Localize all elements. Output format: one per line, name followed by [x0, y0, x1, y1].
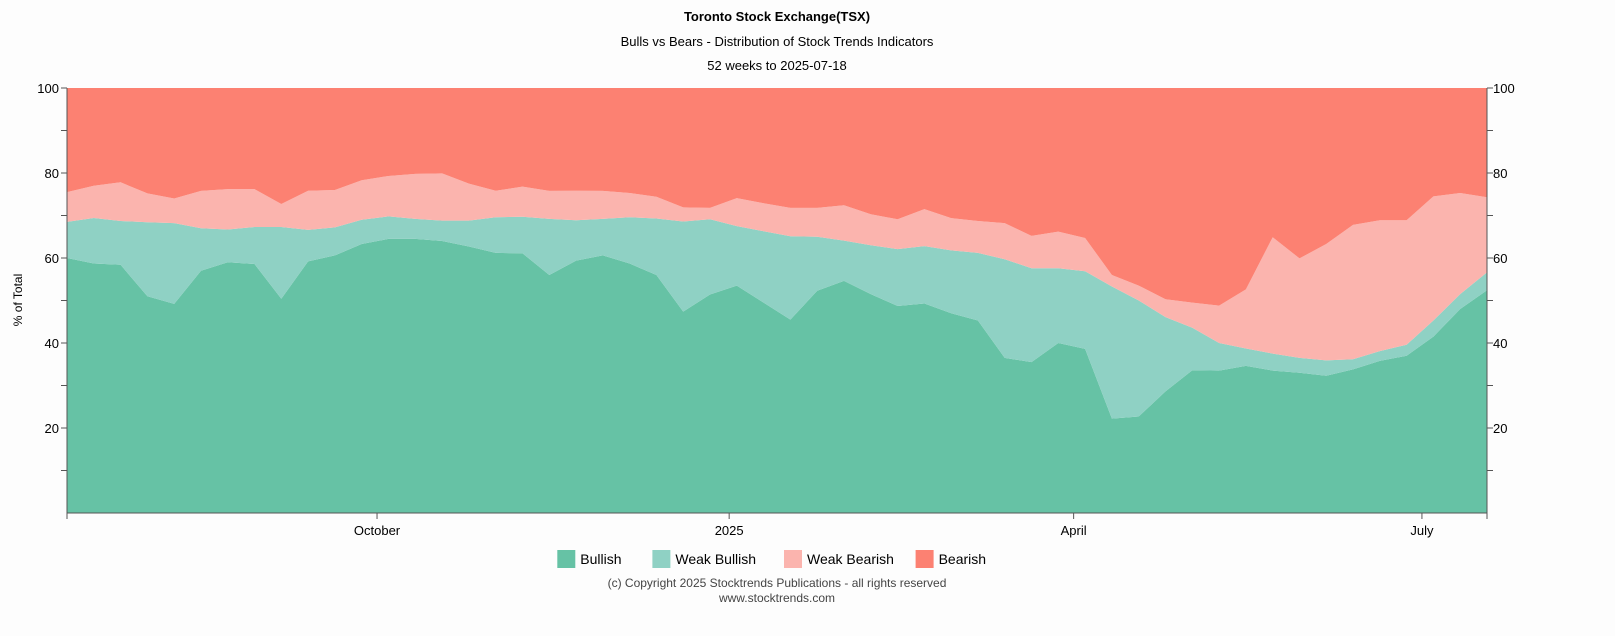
chart-title: Toronto Stock Exchange(TSX)	[684, 9, 870, 24]
chart-subtitle: Bulls vs Bears - Distribution of Stock T…	[621, 34, 934, 49]
y-tick-label-left: 60	[45, 251, 59, 266]
y-tick-label-right: 80	[1493, 166, 1507, 181]
legend-item-weak-bullish[interactable]: Weak Bullish	[652, 550, 756, 568]
x-tick-label: October	[354, 523, 401, 538]
y-tick-label-right: 40	[1493, 336, 1507, 351]
copyright-text: (c) Copyright 2025 Stocktrends Publicati…	[608, 576, 947, 590]
area-weak-bearish	[67, 173, 1487, 361]
legend-swatch	[784, 550, 802, 568]
y-tick-label-left: 40	[45, 336, 59, 351]
y-tick-label-right: 60	[1493, 251, 1507, 266]
website-text[interactable]: www.stocktrends.com	[718, 591, 835, 605]
legend-item-bearish[interactable]: Bearish	[915, 550, 986, 568]
legend: Bullish Weak Bullish Weak Bearish Bearish	[557, 550, 986, 568]
area-weak-bullish	[67, 216, 1487, 419]
legend-swatch	[915, 550, 934, 568]
legend-swatch	[557, 550, 576, 568]
x-tick-label: April	[1061, 523, 1087, 538]
x-tick-label: 2025	[715, 523, 744, 538]
y-tick-label-left: 20	[45, 421, 59, 436]
axes-group: 20 20 40 40 60 60 80 80 100 100 October 2025 April Ju…	[37, 81, 1514, 538]
x-tick-label: July	[1410, 523, 1434, 538]
y-tick-label-right: 100	[1493, 81, 1515, 96]
areas-group	[67, 88, 1487, 513]
y-tick-label-left: 80	[45, 166, 59, 181]
legend-item-weak-bearish[interactable]: Weak Bearish	[784, 550, 894, 568]
y-tick-label-left: 100	[37, 81, 59, 96]
y-tick-label-right: 20	[1493, 421, 1507, 436]
legend-label: Bullish	[580, 551, 621, 567]
y-axis-label: % of Total	[11, 274, 25, 326]
area-bearish	[67, 88, 1487, 306]
legend-label: Bearish	[939, 551, 986, 567]
legend-swatch	[652, 550, 671, 568]
area-bullish	[67, 238, 1487, 513]
legend-item-bullish[interactable]: Bullish	[557, 550, 622, 568]
legend-label: Weak Bearish	[807, 551, 894, 567]
legend-label: Weak Bullish	[675, 551, 756, 567]
chart-subtitle-period: 52 weeks to 2025-07-18	[707, 58, 846, 73]
